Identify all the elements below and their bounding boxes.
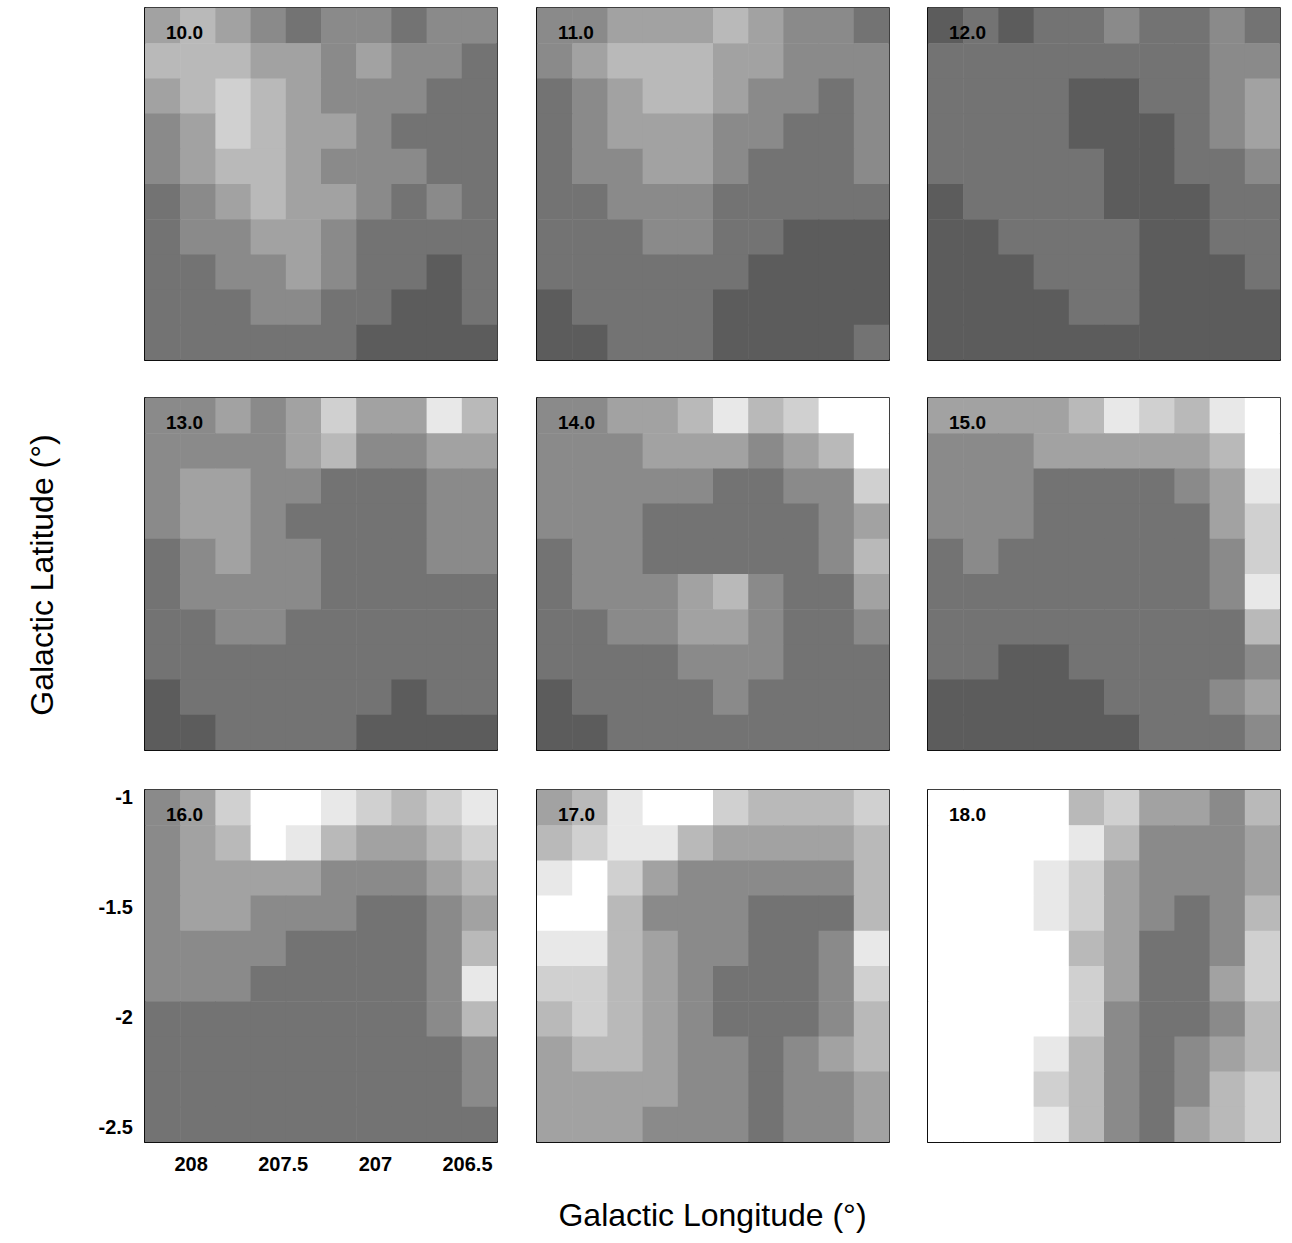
- svg-text:11.0: 11.0: [558, 22, 594, 43]
- svg-text:16.0: 16.0: [166, 804, 203, 825]
- svg-text:14.0: 14.0: [558, 412, 595, 433]
- svg-text:-2: -2: [115, 1006, 133, 1028]
- svg-text:10.0: 10.0: [166, 22, 203, 43]
- svg-text:-1.5: -1.5: [99, 896, 133, 918]
- svg-text:-2.5: -2.5: [99, 1116, 133, 1138]
- svg-text:Galactic Latitude (°): Galactic Latitude (°): [24, 434, 60, 715]
- svg-text:207: 207: [359, 1153, 392, 1175]
- svg-text:13.0: 13.0: [166, 412, 203, 433]
- svg-text:-1: -1: [115, 786, 133, 808]
- svg-text:15.0: 15.0: [949, 412, 986, 433]
- svg-text:12.0: 12.0: [949, 22, 986, 43]
- svg-text:208: 208: [174, 1153, 207, 1175]
- svg-text:17.0: 17.0: [558, 804, 595, 825]
- svg-text:18.0: 18.0: [949, 804, 986, 825]
- svg-text:206.5: 206.5: [442, 1153, 492, 1175]
- svg-text:Galactic Longitude (°): Galactic Longitude (°): [558, 1197, 866, 1233]
- svg-text:207.5: 207.5: [258, 1153, 308, 1175]
